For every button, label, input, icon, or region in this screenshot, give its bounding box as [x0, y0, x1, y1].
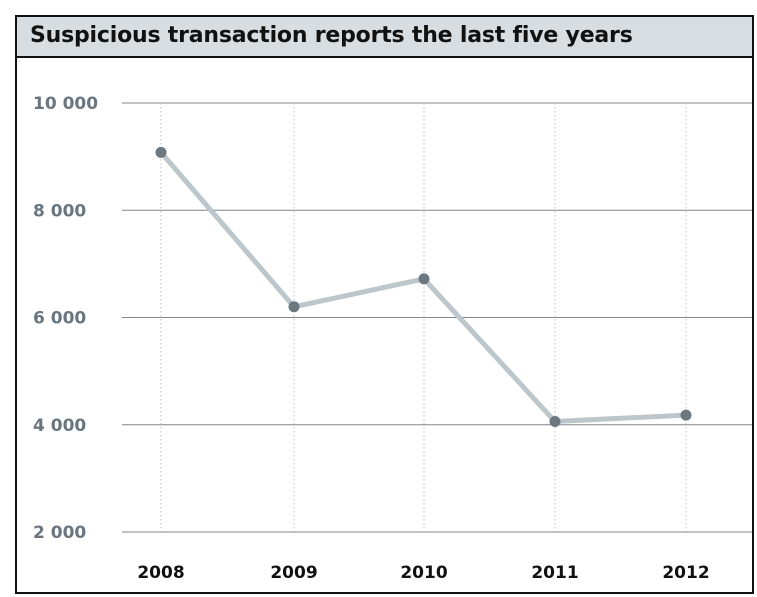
x-tick-label: 2009: [270, 563, 317, 583]
y-tick-label: 4 000: [33, 416, 86, 436]
y-tick-label: 2 000: [33, 523, 86, 543]
x-tick-label: 2010: [400, 563, 447, 583]
y-tick-label: 10 000: [33, 94, 98, 114]
series-line: [158, 149, 689, 425]
chart-frame: Suspicious transaction reports the last …: [15, 15, 754, 594]
data-point: [418, 273, 430, 285]
y-gridlines: [122, 102, 752, 533]
x-tick-label: 2008: [137, 563, 184, 583]
data-point: [680, 409, 692, 421]
title-bar: Suspicious transaction reports the last …: [17, 17, 752, 58]
x-tick-label: 2012: [662, 563, 709, 583]
y-tick-label: 8 000: [33, 201, 86, 221]
y-tick-label: 6 000: [33, 309, 86, 329]
x-tick-labels: 2008 2009 2010 2011 2012: [137, 563, 709, 583]
data-points: [155, 146, 692, 428]
data-point: [155, 146, 167, 158]
data-point: [549, 416, 561, 428]
chart-title: Suspicious transaction reports the last …: [30, 23, 633, 48]
data-point: [288, 301, 300, 313]
series-lines: [158, 149, 689, 425]
x-tick-label: 2011: [531, 563, 578, 583]
x-guides: [160, 103, 687, 532]
y-tick-labels: 10 000 8 000 6 000 4 000 2 000: [33, 94, 98, 543]
